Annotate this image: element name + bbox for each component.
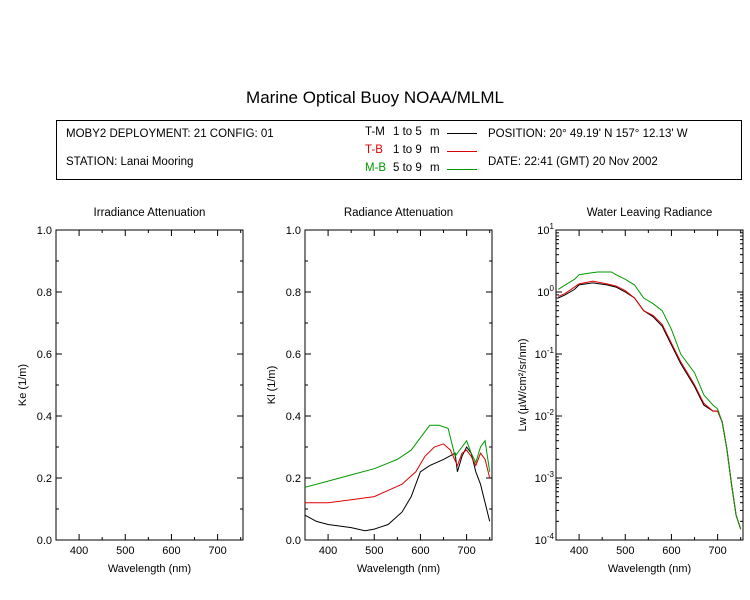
x-tick-label: 400 bbox=[70, 545, 88, 557]
y-tick-label: 0.8 bbox=[37, 287, 52, 299]
x-tick-label: 700 bbox=[208, 545, 226, 557]
chart-title: Water Leaving Radiance bbox=[587, 207, 713, 219]
y-axis-label: Kl (1/m) bbox=[266, 366, 278, 405]
y-tick-label: 1.0 bbox=[37, 225, 52, 237]
legend-range-tm: 1 to 5 bbox=[393, 126, 422, 138]
y-tick-label: 0.0 bbox=[286, 535, 301, 547]
x-tick-label: 700 bbox=[457, 545, 475, 557]
legend-unit-mb: m bbox=[430, 162, 440, 174]
x-tick-label: 400 bbox=[570, 545, 588, 557]
y-tick-label: 10-3 bbox=[535, 470, 555, 485]
x-tick-label: 600 bbox=[162, 545, 180, 557]
y-tick-label: 101 bbox=[537, 222, 554, 237]
y-tick-label: 10-1 bbox=[535, 346, 555, 361]
y-tick-label: 10-2 bbox=[535, 408, 555, 423]
y-tick-label: 0.2 bbox=[37, 473, 52, 485]
page-title: Marine Optical Buoy NOAA/MLML bbox=[246, 88, 504, 107]
y-tick-label: 1.0 bbox=[286, 225, 301, 237]
station-text: STATION: Lanai Mooring bbox=[66, 156, 194, 168]
chart-irradiance: Irradiance Attenuation 400 500 600 700 Wavele… bbox=[17, 207, 244, 575]
series-line-m-b bbox=[305, 424, 491, 488]
y-axis-label: Lw (µW/cm²/sr/nm) bbox=[517, 338, 529, 431]
x-tick-label: 500 bbox=[365, 545, 383, 557]
y-tick-label: 0.6 bbox=[286, 349, 301, 361]
legend-line-tm bbox=[447, 133, 477, 134]
position-text: POSITION: 20° 49.19' N 157° 12.13' W bbox=[488, 128, 688, 140]
x-tick-label: 700 bbox=[708, 545, 726, 557]
date-text: DATE: 22:41 (GMT) 20 Nov 2002 bbox=[488, 156, 658, 168]
x-tick-label: 600 bbox=[662, 545, 680, 557]
series-line-t-m bbox=[305, 446, 491, 532]
x-tick-label: 600 bbox=[411, 545, 429, 557]
x-tick-label: 400 bbox=[319, 545, 337, 557]
y-tick-label: 0.0 bbox=[37, 535, 52, 547]
series-line-t-b bbox=[305, 443, 491, 504]
x-axis-label: Wavelength (nm) bbox=[608, 563, 691, 575]
info-box: MOBY2 DEPLOYMENT: 21 CONFIG: 01 STATION:… bbox=[56, 120, 742, 180]
plot-frame bbox=[304, 229, 493, 541]
series-line-m-b bbox=[558, 271, 742, 530]
y-tick-label: 0.6 bbox=[37, 349, 52, 361]
x-tick-label: 500 bbox=[616, 545, 634, 557]
legend-line-mb bbox=[447, 169, 477, 170]
y-axis-label: Ke (1/m) bbox=[17, 364, 29, 406]
y-tick-label: 0.4 bbox=[37, 411, 52, 423]
plot-frame bbox=[55, 229, 244, 541]
chart-water-leaving: Water Leaving Radiance 400 500 600 700 Wavele… bbox=[517, 207, 744, 575]
legend-line-tb bbox=[447, 151, 477, 152]
deployment-text: MOBY2 DEPLOYMENT: 21 CONFIG: 01 bbox=[66, 128, 274, 140]
legend-code-tm: T-M bbox=[365, 126, 385, 138]
chart-title: Radiance Attenuation bbox=[344, 207, 453, 219]
chart-title: Irradiance Attenuation bbox=[94, 207, 206, 219]
legend-code-tb: T-B bbox=[365, 144, 383, 156]
y-tick-label: 0.8 bbox=[286, 287, 301, 299]
y-tick-label: 0.4 bbox=[286, 411, 301, 423]
legend-unit-tm: m bbox=[430, 126, 440, 138]
x-axis-label: Wavelength (nm) bbox=[108, 563, 191, 575]
legend-range-tb: 1 to 9 bbox=[393, 144, 422, 156]
legend-range-mb: 5 to 9 bbox=[393, 162, 422, 174]
y-tick-label: 0.2 bbox=[286, 473, 301, 485]
chart-radiance: Radiance Attenuation 400 500 600 700 Waveleng… bbox=[266, 207, 493, 575]
x-axis-label: Wavelength (nm) bbox=[357, 563, 440, 575]
x-tick-label: 500 bbox=[116, 545, 134, 557]
y-tick-label: 10-4 bbox=[535, 532, 555, 547]
y-tick-label: 100 bbox=[537, 284, 554, 299]
legend-code-mb: M-B bbox=[365, 162, 387, 174]
plot-frame bbox=[555, 229, 744, 541]
legend-unit-tb: m bbox=[430, 144, 440, 156]
